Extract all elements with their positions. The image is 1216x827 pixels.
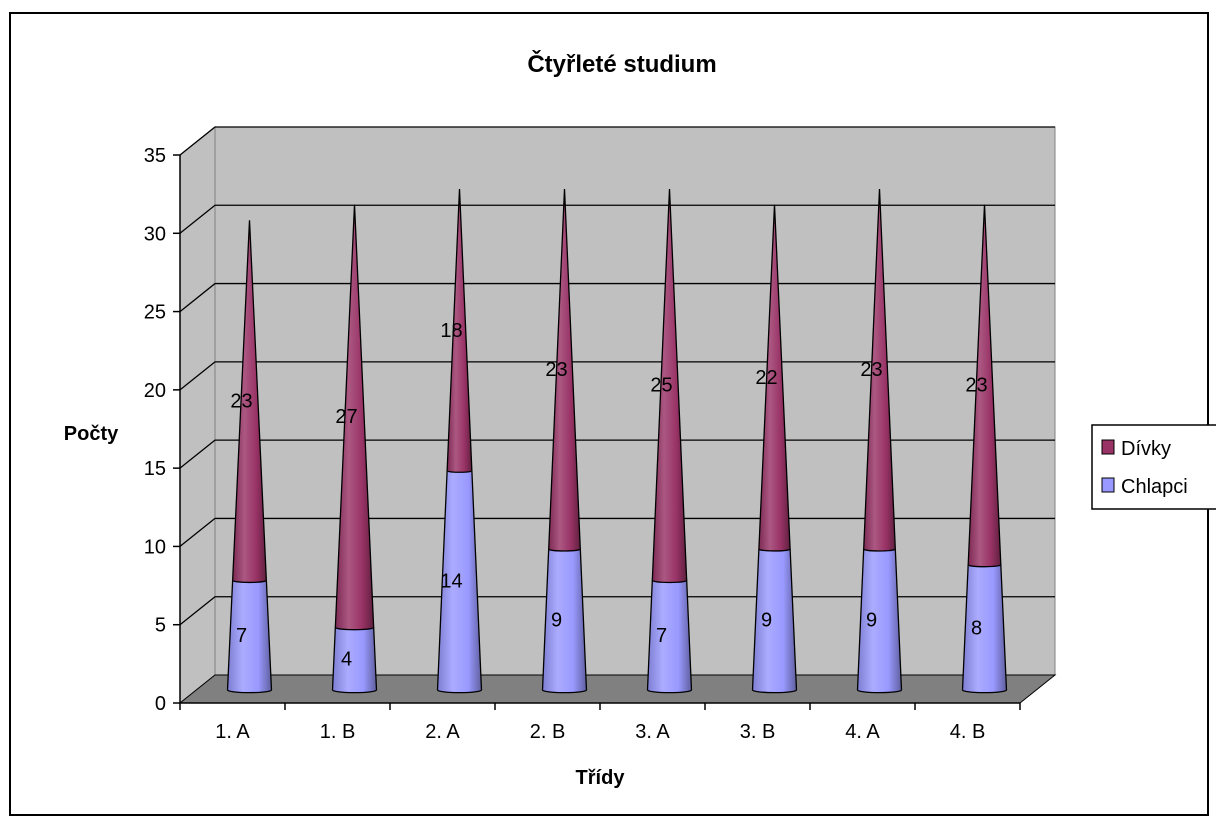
data-label: 7	[236, 625, 247, 647]
data-label: 27	[335, 406, 357, 428]
legend: Dívky Chlapci	[1091, 424, 1216, 510]
data-label: 8	[971, 617, 982, 639]
y-tick-label: 20	[144, 380, 166, 402]
data-label: 23	[230, 390, 252, 412]
y-tick-label: 25	[144, 302, 166, 324]
y-tick-label: 35	[144, 145, 166, 167]
y-tick-label: 30	[144, 223, 166, 245]
cone-segment-chlapci	[856, 546, 903, 694]
data-label: 23	[545, 359, 567, 381]
data-label: 9	[866, 610, 877, 632]
data-label: 4	[341, 649, 352, 671]
data-label: 23	[860, 359, 882, 381]
cone-segment-chlapci	[226, 577, 273, 694]
x-tick-label: 3. B	[740, 721, 776, 743]
floor	[178, 674, 1057, 704]
legend-swatch	[1101, 477, 1115, 493]
y-tick-label: 0	[155, 693, 166, 715]
x-tick-label: 2. A	[425, 721, 460, 743]
cone-segment-dívky	[334, 204, 375, 631]
x-tick-label: 2. B	[530, 721, 566, 743]
legend-label: Chlapci	[1121, 476, 1188, 498]
legend-box	[1091, 424, 1216, 510]
data-label: 9	[551, 610, 562, 632]
data-label: 22	[755, 367, 777, 389]
legend-label: Dívky	[1121, 438, 1171, 460]
data-label: 18	[440, 320, 462, 342]
cone-segment-chlapci	[541, 546, 588, 694]
cone-segment-dívky	[446, 188, 473, 473]
x-tick-label: 3. A	[635, 721, 670, 743]
y-tick-label: 10	[144, 536, 166, 558]
cone-segment-chlapci	[646, 577, 693, 694]
cone-segment-dívky	[548, 188, 581, 552]
gridline	[179, 126, 1055, 156]
y-tick-label: 5	[155, 615, 166, 637]
data-label: 23	[965, 375, 987, 397]
x-tick-label: 4. B	[950, 721, 986, 743]
data-label: 9	[761, 610, 772, 632]
x-tick-label: 1. B	[320, 721, 356, 743]
y-axis-label: Počty	[64, 423, 119, 445]
cone-segment-dívky	[967, 204, 1002, 568]
data-label: 7	[656, 625, 667, 647]
cone-segment-dívky	[231, 220, 268, 584]
data-label: 14	[440, 570, 462, 592]
x-tick-label: 1. A	[215, 721, 250, 743]
data-label: 25	[650, 375, 672, 397]
side-wall	[179, 125, 216, 705]
chart-title: Čtyřleté studium	[527, 50, 716, 78]
cone-segment-dívky	[758, 204, 791, 552]
cone-segment-chlapci	[961, 562, 1008, 694]
legend-swatch	[1101, 439, 1115, 455]
x-axis-label: Třídy	[576, 767, 626, 789]
cone-segment-chlapci	[331, 624, 378, 694]
cone-segment-dívky	[863, 188, 896, 552]
x-tick-label: 4. A	[845, 721, 880, 743]
y-tick-label: 15	[144, 458, 166, 480]
cone-segment-dívky	[651, 188, 688, 584]
cone-segment-chlapci	[751, 546, 798, 694]
plot-area: 0 5 10 15 20 25 30 35 1. A 1. B 2. A 2. B 3. A 3. B 4.…	[144, 125, 1057, 743]
